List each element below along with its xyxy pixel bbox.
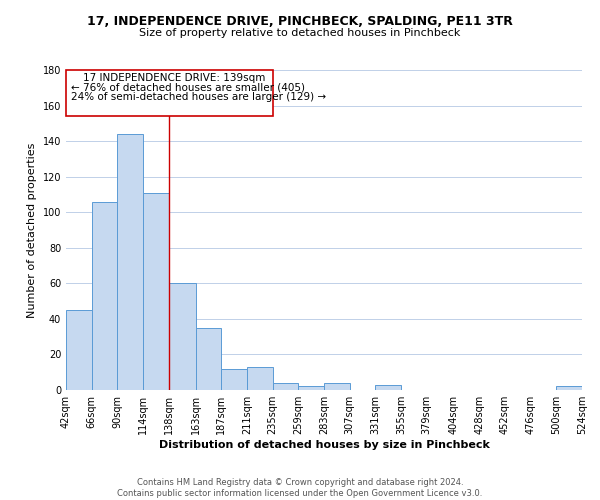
FancyBboxPatch shape xyxy=(66,70,272,116)
Text: Size of property relative to detached houses in Pinchbeck: Size of property relative to detached ho… xyxy=(139,28,461,38)
Text: 17, INDEPENDENCE DRIVE, PINCHBECK, SPALDING, PE11 3TR: 17, INDEPENDENCE DRIVE, PINCHBECK, SPALD… xyxy=(87,15,513,28)
Bar xyxy=(324,383,350,390)
Bar xyxy=(556,386,582,390)
Text: 17 INDEPENDENCE DRIVE: 139sqm: 17 INDEPENDENCE DRIVE: 139sqm xyxy=(83,73,266,83)
Text: 24% of semi-detached houses are larger (129) →: 24% of semi-detached houses are larger (… xyxy=(71,92,326,102)
Bar xyxy=(376,384,401,390)
Bar xyxy=(92,202,118,390)
Bar xyxy=(247,367,272,390)
Bar xyxy=(118,134,143,390)
Bar xyxy=(169,284,196,390)
Bar xyxy=(221,368,247,390)
Bar xyxy=(66,310,92,390)
Bar xyxy=(272,383,298,390)
Bar xyxy=(143,192,169,390)
Bar xyxy=(298,386,324,390)
Bar xyxy=(196,328,221,390)
Text: ← 76% of detached houses are smaller (405): ← 76% of detached houses are smaller (40… xyxy=(71,82,305,92)
Y-axis label: Number of detached properties: Number of detached properties xyxy=(27,142,37,318)
Text: Contains HM Land Registry data © Crown copyright and database right 2024.
Contai: Contains HM Land Registry data © Crown c… xyxy=(118,478,482,498)
X-axis label: Distribution of detached houses by size in Pinchbeck: Distribution of detached houses by size … xyxy=(158,440,490,450)
